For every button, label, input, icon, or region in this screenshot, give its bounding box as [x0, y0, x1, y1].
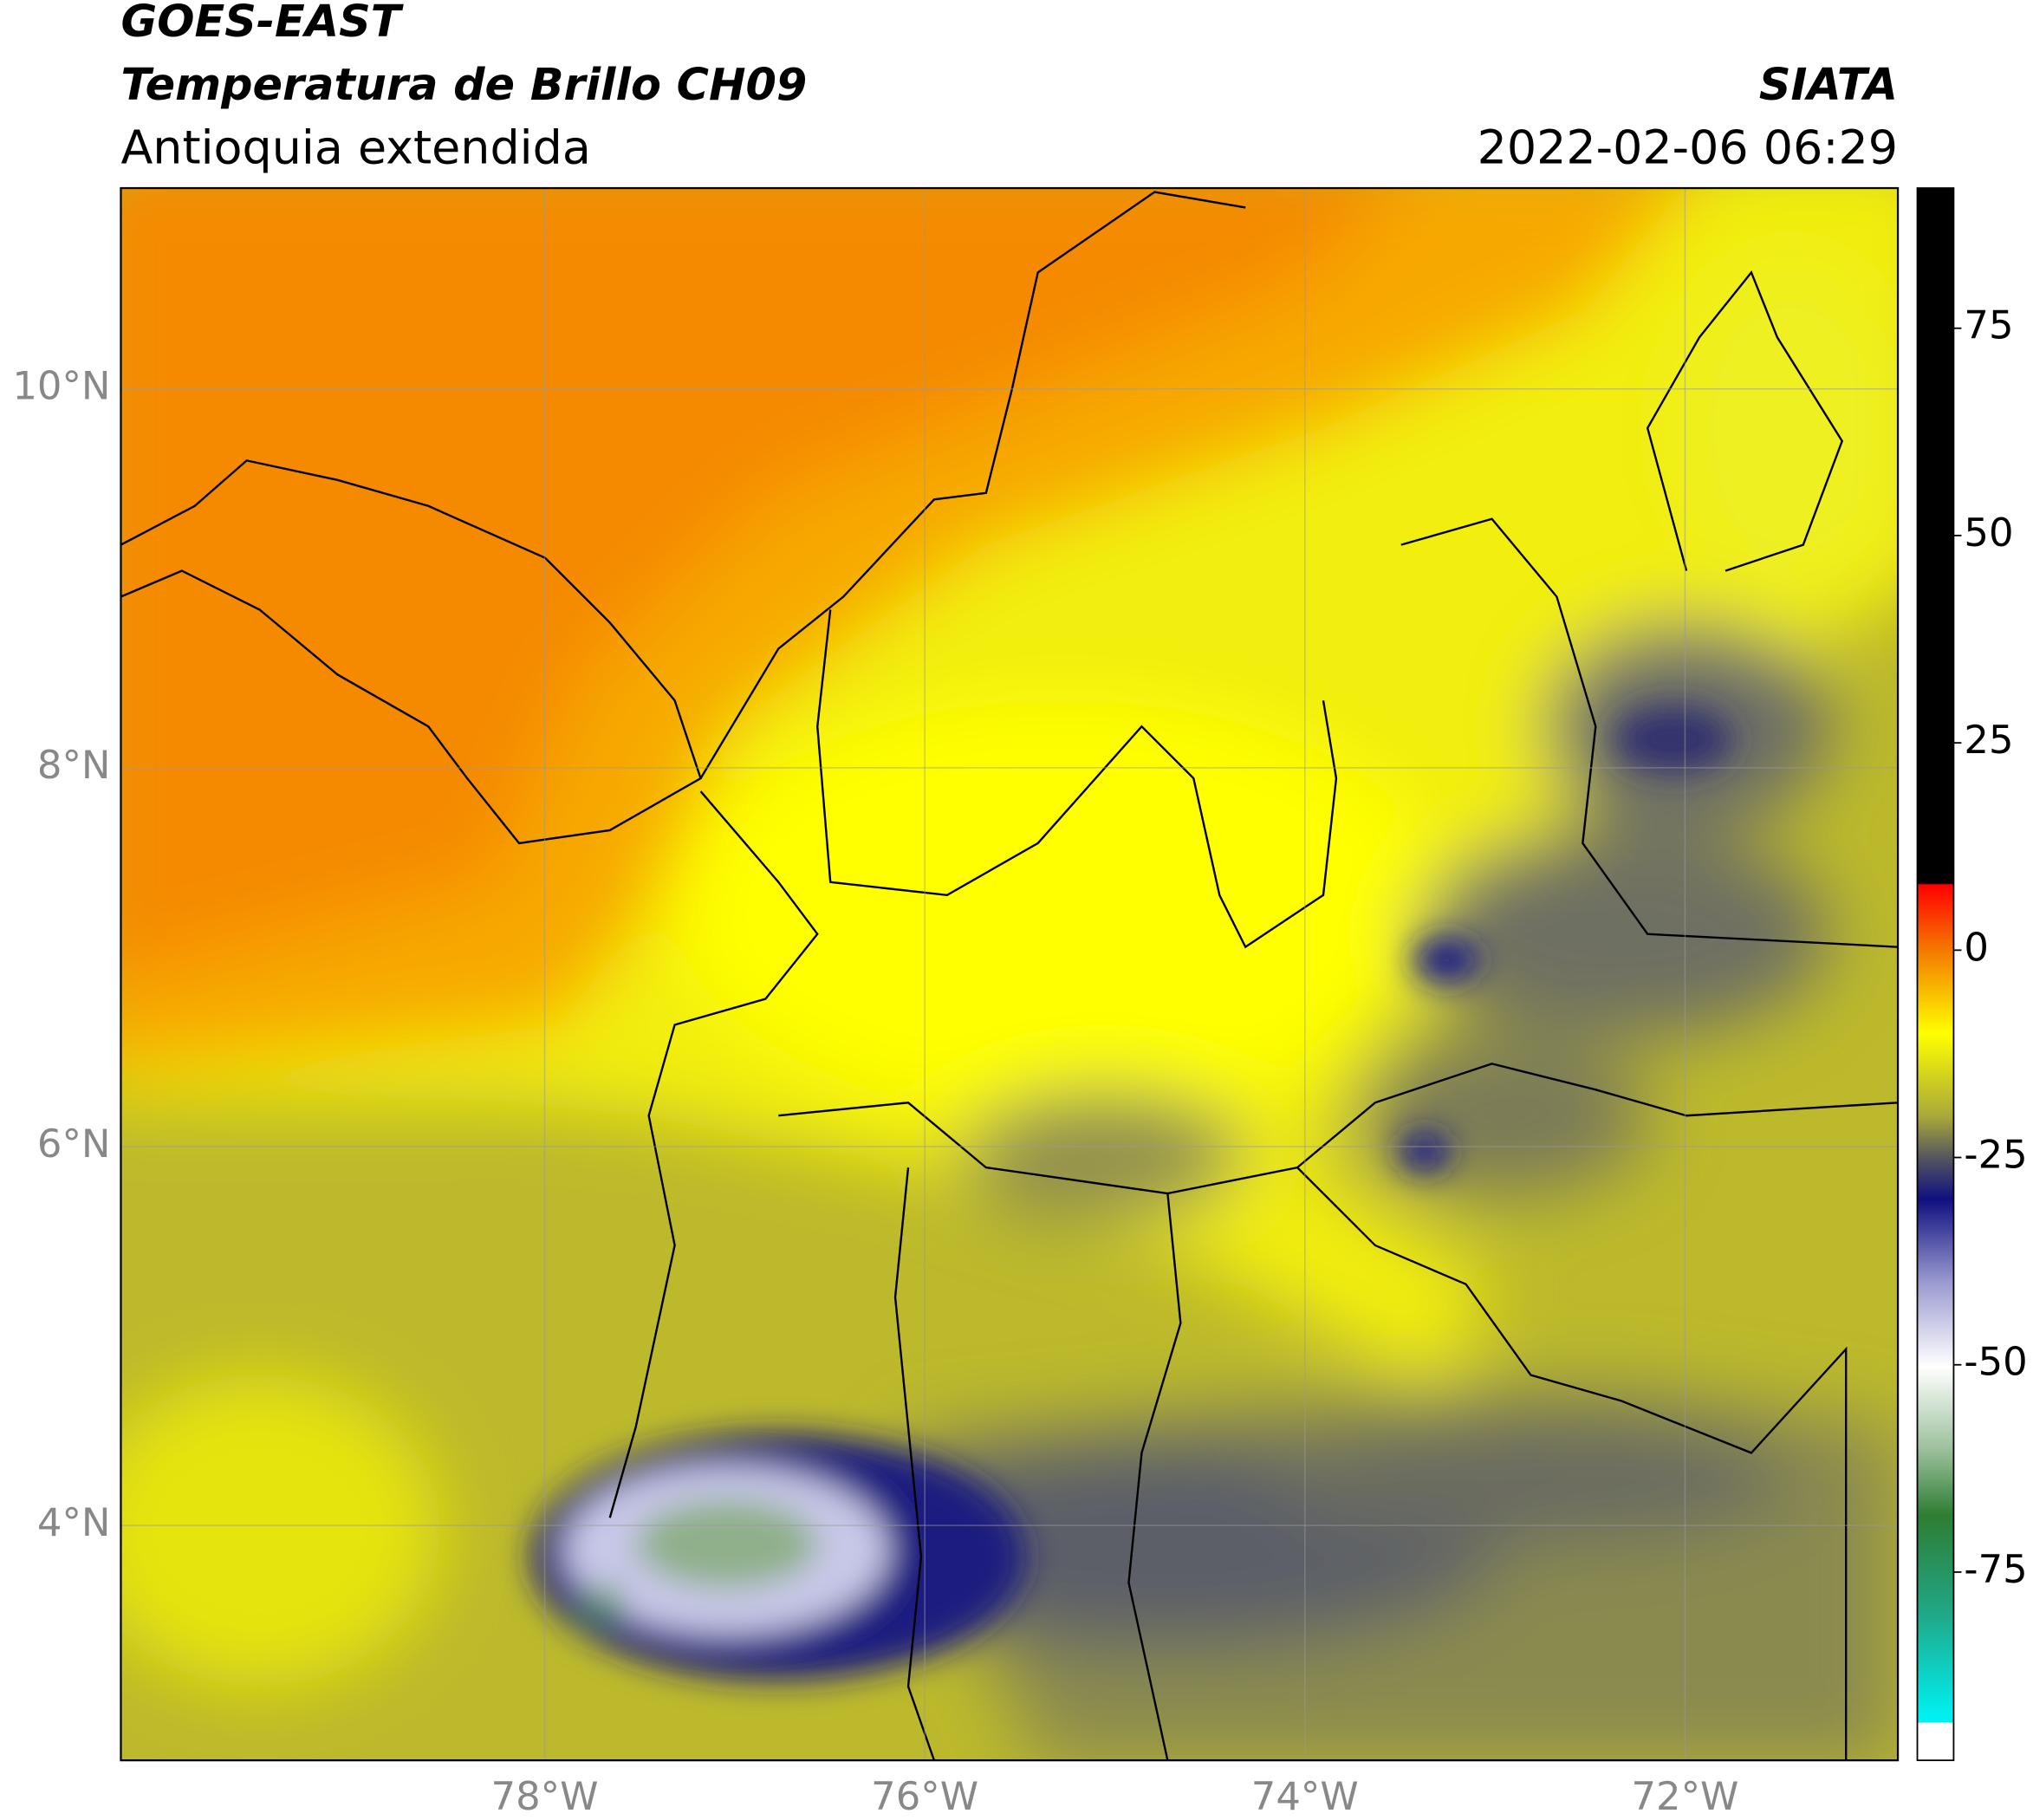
- colorbar-tick-label: 50: [1964, 510, 2013, 556]
- x-tick-label: 74°W: [1251, 1773, 1359, 1819]
- graticule: [120, 188, 1899, 1761]
- title-line1: GOES-EAST: [120, 0, 404, 48]
- colorbar-tick-label: 25: [1964, 717, 2013, 763]
- y-tick-label: 4°N: [37, 1499, 111, 1545]
- colorbar-tick-label: -25: [1964, 1132, 2027, 1178]
- colorbar-tick-label: -50: [1964, 1339, 2027, 1385]
- borders: [120, 191, 1899, 1761]
- colorbar-tick-label: 0: [1964, 924, 1989, 970]
- x-tick-label: 76°W: [871, 1773, 978, 1819]
- x-tick-label: 78°W: [491, 1773, 599, 1819]
- y-tick-label: 6°N: [37, 1121, 111, 1167]
- title-line2: Temperatura de Brillo CH09: [120, 60, 807, 111]
- y-tick-label: 10°N: [12, 363, 110, 409]
- colorbar-frame: [1916, 187, 1955, 1762]
- timestamp: 2022-02-06 06:29: [1478, 120, 1898, 175]
- x-tick-label: 72°W: [1631, 1773, 1738, 1819]
- subtitle: Antioquia extendida: [120, 120, 590, 175]
- colorbar-tick-label: 75: [1964, 302, 2013, 348]
- colorbar-under: [1917, 1722, 1954, 1761]
- source: SIATA: [1759, 60, 1898, 111]
- map-frame: [120, 186, 1900, 1762]
- y-tick-label: 8°N: [37, 742, 111, 788]
- colorbar-scale: [1917, 188, 1954, 1723]
- satellite-image: [120, 188, 1899, 1761]
- colorbar-tick-label: -75: [1964, 1546, 2027, 1592]
